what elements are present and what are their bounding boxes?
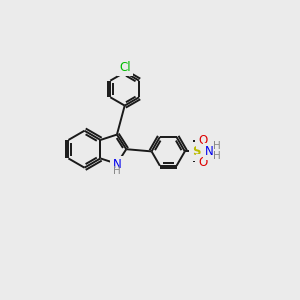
Text: N: N <box>205 145 214 158</box>
Text: O: O <box>198 134 208 147</box>
Text: H: H <box>213 152 221 161</box>
Text: Cl: Cl <box>119 61 130 74</box>
Text: H: H <box>113 166 121 176</box>
Text: S: S <box>192 145 201 158</box>
Text: O: O <box>198 156 208 169</box>
Text: N: N <box>112 158 121 171</box>
Text: H: H <box>213 141 221 151</box>
